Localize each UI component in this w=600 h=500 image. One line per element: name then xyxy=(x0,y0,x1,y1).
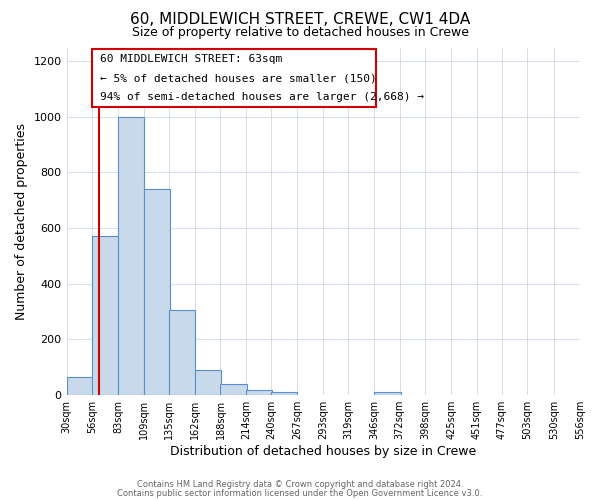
Bar xyxy=(374,392,401,394)
Text: 60 MIDDLEWICH STREET: 63sqm: 60 MIDDLEWICH STREET: 63sqm xyxy=(100,54,282,64)
Bar xyxy=(67,376,93,394)
Bar xyxy=(169,310,195,394)
Bar xyxy=(143,189,170,394)
X-axis label: Distribution of detached houses by size in Crewe: Distribution of detached houses by size … xyxy=(170,444,476,458)
FancyBboxPatch shape xyxy=(92,49,376,107)
Bar xyxy=(118,117,145,394)
Bar xyxy=(246,390,272,394)
Text: 60, MIDDLEWICH STREET, CREWE, CW1 4DA: 60, MIDDLEWICH STREET, CREWE, CW1 4DA xyxy=(130,12,470,28)
Bar xyxy=(195,370,221,394)
Y-axis label: Number of detached properties: Number of detached properties xyxy=(15,122,28,320)
Text: Size of property relative to detached houses in Crewe: Size of property relative to detached ho… xyxy=(131,26,469,39)
Bar xyxy=(220,384,247,394)
Text: 94% of semi-detached houses are larger (2,668) →: 94% of semi-detached houses are larger (… xyxy=(100,92,424,102)
Text: Contains public sector information licensed under the Open Government Licence v3: Contains public sector information licen… xyxy=(118,488,482,498)
Bar xyxy=(271,392,298,394)
Bar xyxy=(92,236,118,394)
Text: Contains HM Land Registry data © Crown copyright and database right 2024.: Contains HM Land Registry data © Crown c… xyxy=(137,480,463,489)
Text: ← 5% of detached houses are smaller (150): ← 5% of detached houses are smaller (150… xyxy=(100,73,376,83)
